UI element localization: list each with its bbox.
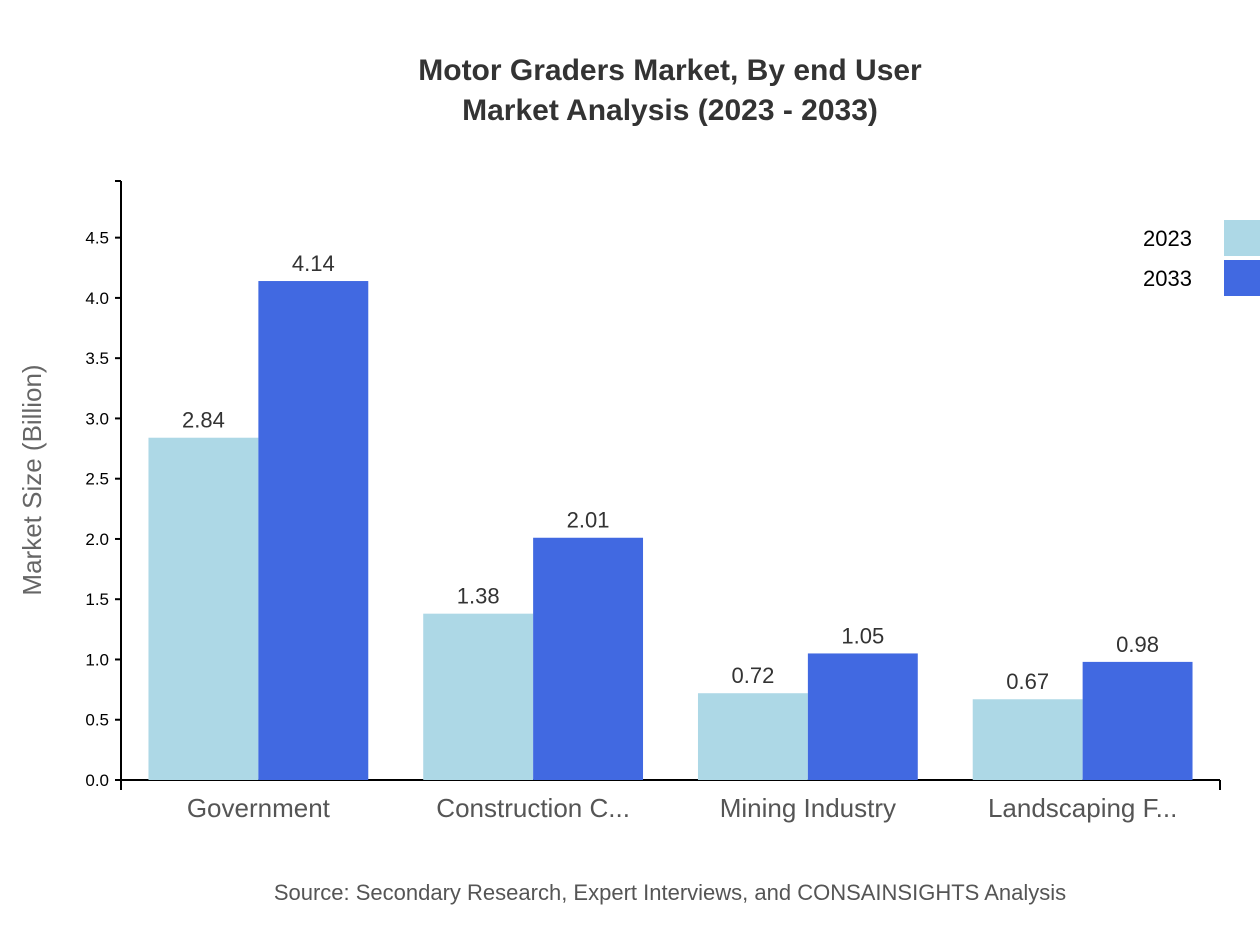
legend-swatch: [1224, 260, 1260, 296]
y-tick-label: 3.0: [85, 409, 109, 428]
legend: 2023 2033: [1143, 220, 1260, 296]
y-axis-label: Market Size (Billion): [17, 364, 47, 595]
x-tick-label: Mining Industry: [720, 793, 896, 823]
data-label: 4.14: [292, 251, 335, 276]
y-tick-label: 1.0: [85, 650, 109, 669]
data-label: 1.38: [457, 584, 500, 609]
data-label: 2.84: [182, 408, 225, 433]
y-axis: 0.0 0.5 1.0 1.5 2.0 2.5 3.0 3.5 4.0 4.5: [85, 180, 122, 790]
data-label: 0.98: [1116, 632, 1159, 657]
x-axis: Government Construction C... Mining Indust…: [120, 779, 1221, 823]
y-tick-label: 4.0: [85, 289, 109, 308]
data-label: 0.67: [1006, 669, 1049, 694]
y-tick-label: 3.5: [85, 349, 109, 368]
bar-2023: [148, 437, 259, 780]
data-label: 1.05: [841, 623, 884, 648]
data-label: 2.01: [567, 508, 610, 533]
bar-2033: [1082, 661, 1193, 780]
bar-2033: [258, 281, 369, 780]
x-tick-label: Construction C...: [436, 793, 630, 823]
y-tick-label: 4.5: [85, 229, 109, 248]
data-label: 0.72: [732, 663, 775, 688]
chart-title: Motor Graders Market, By end User: [418, 54, 922, 87]
y-tick-label: 2.0: [85, 530, 109, 549]
legend-swatch: [1224, 220, 1260, 256]
y-tick-label: 1.5: [85, 590, 109, 609]
bars: 2.84 4.14 1.38 2.01 0.72 1.05 0.67 0.98: [148, 251, 1193, 780]
bar-2023: [972, 699, 1083, 780]
y-tick-label: 2.5: [85, 470, 109, 489]
x-tick-label: Landscaping F...: [988, 793, 1177, 823]
source-note: Source: Secondary Research, Expert Inter…: [274, 880, 1066, 905]
legend-label: 2033: [1143, 266, 1192, 291]
bar-2023: [423, 613, 534, 780]
bar-2033: [807, 653, 918, 780]
y-tick-label: 0.5: [85, 711, 109, 730]
chart-subtitle: Market Analysis (2023 - 2033): [462, 94, 878, 127]
legend-label: 2023: [1143, 226, 1192, 251]
bar-2023: [697, 693, 808, 780]
x-tick-label: Government: [187, 793, 331, 823]
bar-2033: [533, 537, 644, 780]
y-tick-label: 0.0: [85, 771, 109, 790]
